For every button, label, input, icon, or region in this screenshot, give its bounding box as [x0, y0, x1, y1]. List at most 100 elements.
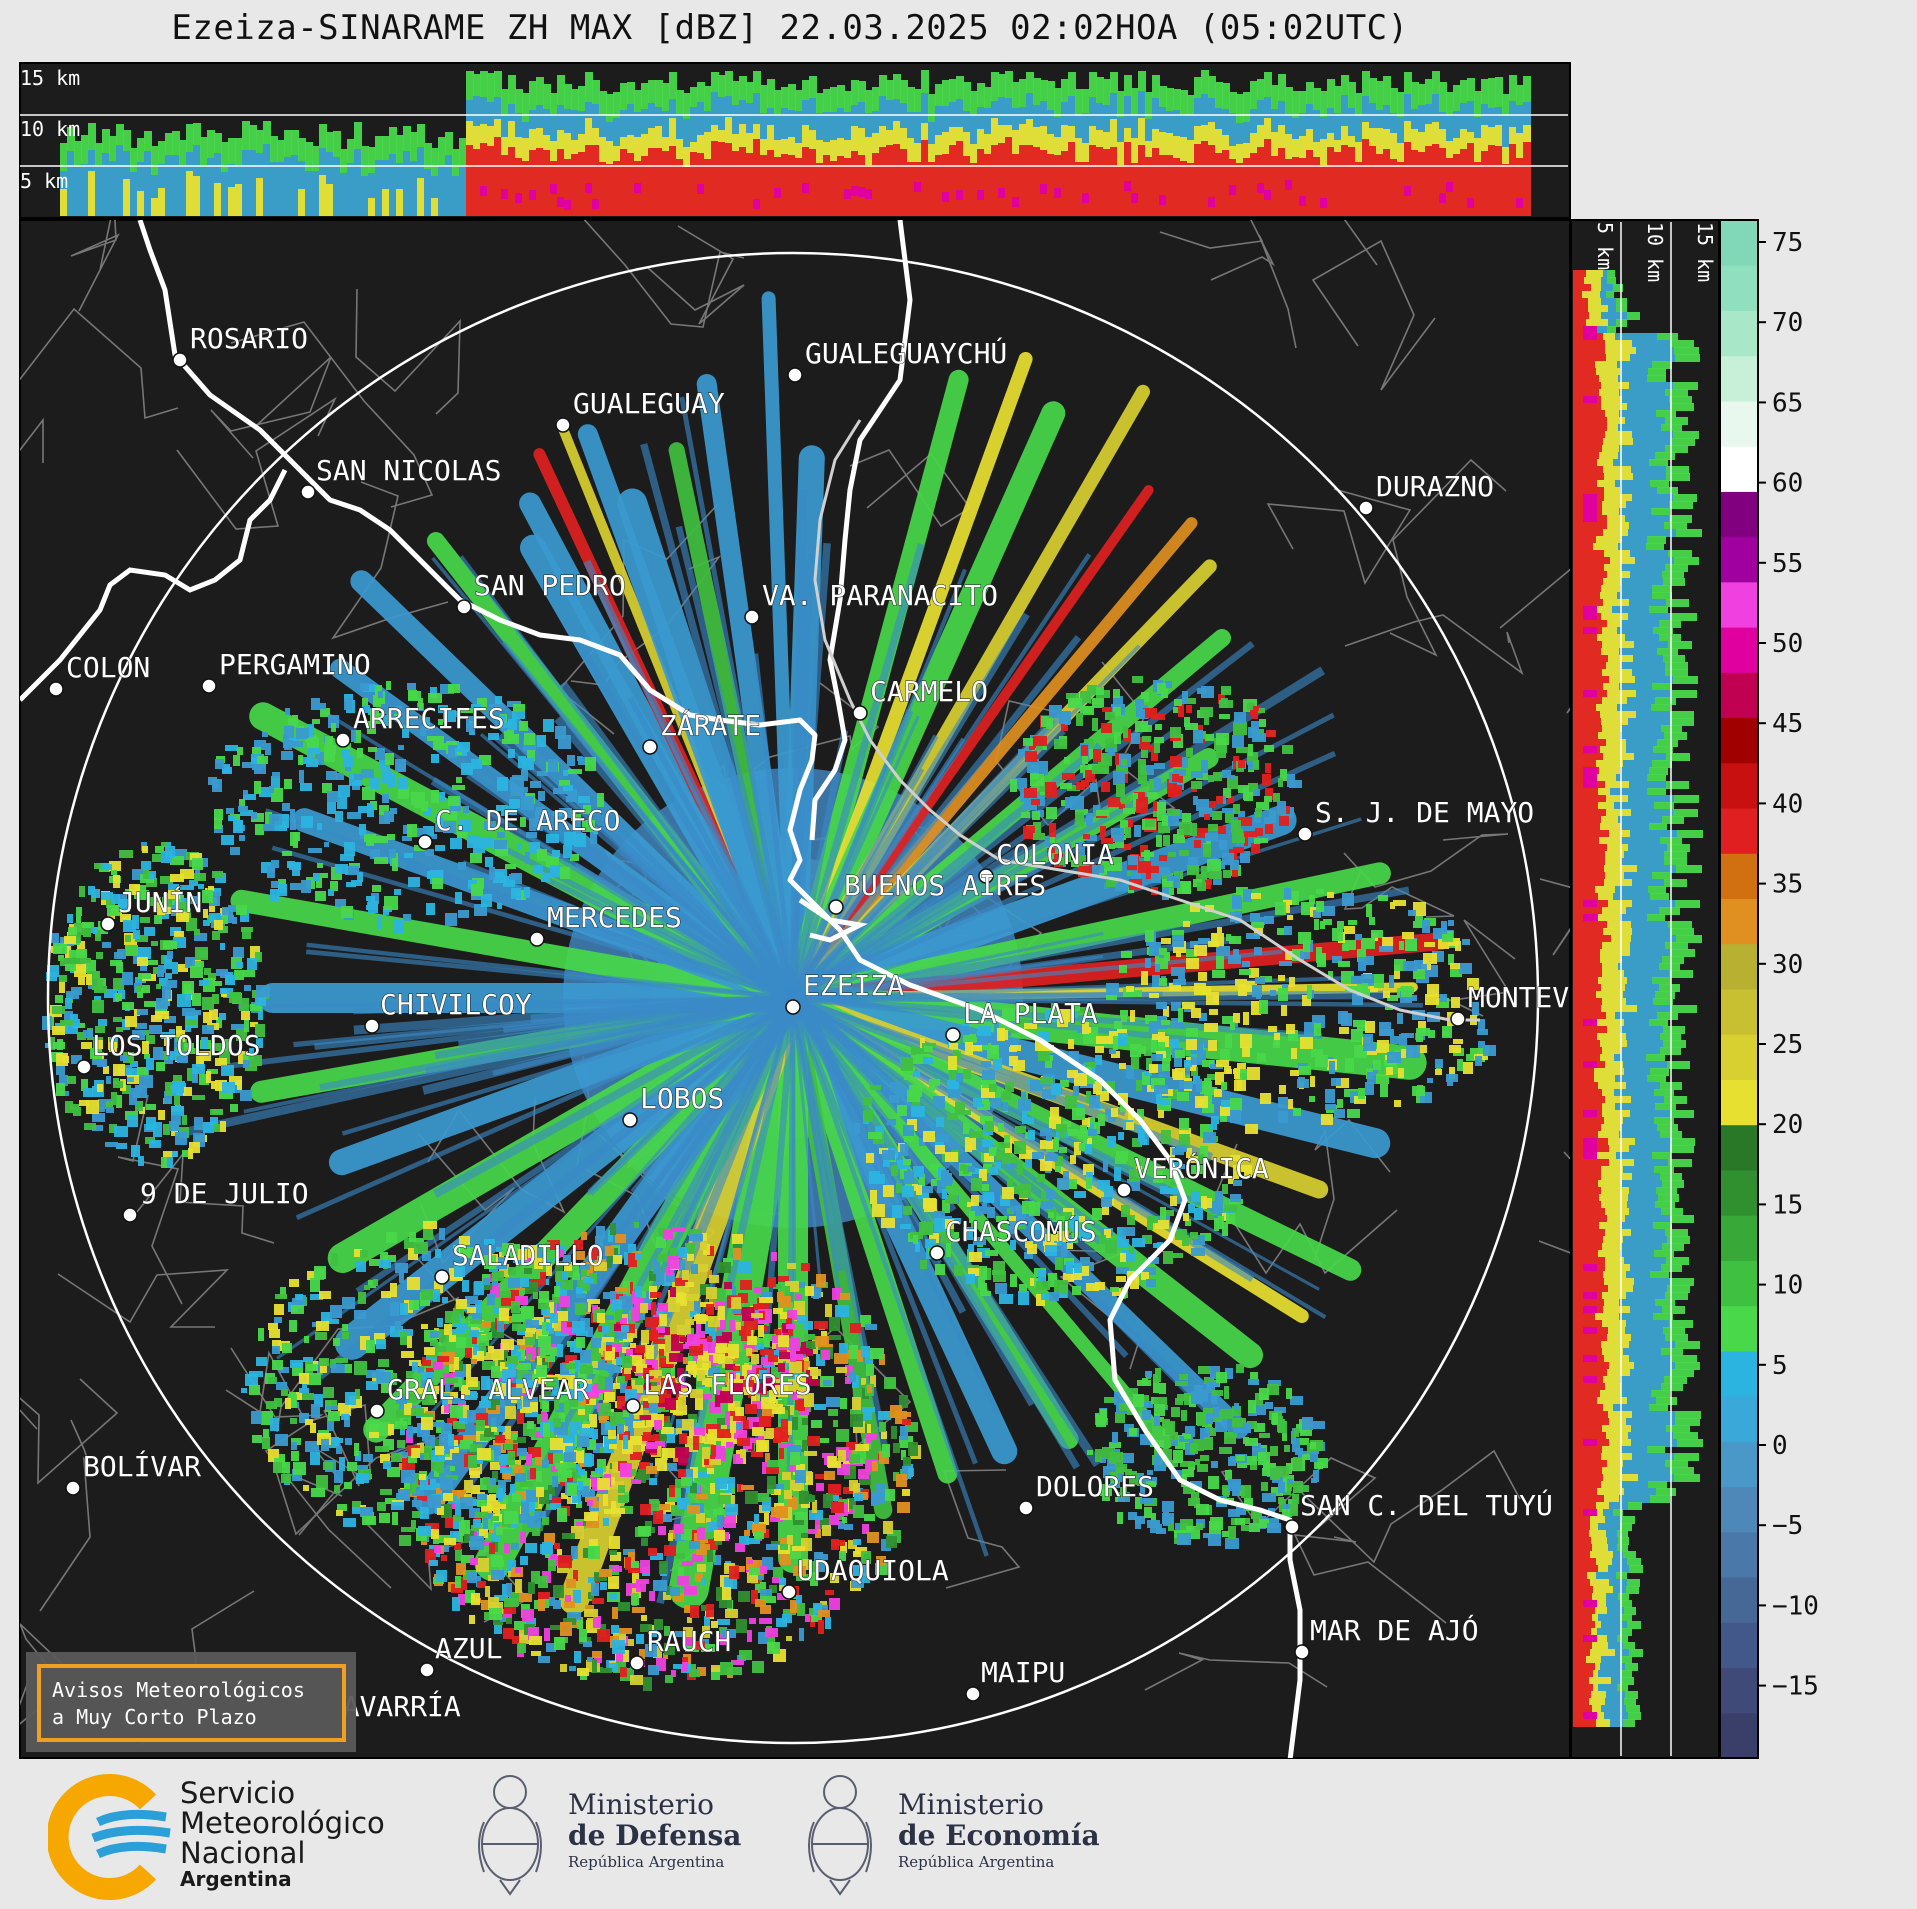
- city-marker: C. DE ARECO: [417, 804, 621, 850]
- city-marker: LA PLATA: [945, 997, 1099, 1043]
- colorbar-segment: [1720, 808, 1758, 854]
- city-dot-icon: [456, 599, 472, 615]
- city-marker: GUALEGUAY: [555, 387, 725, 433]
- city-marker: SAN C. DEL TUYÚ: [1284, 1488, 1553, 1535]
- colorbar-segment: [1720, 1531, 1758, 1578]
- city-dot-icon: [419, 1662, 435, 1678]
- city-label: BOLÍVAR: [83, 1449, 201, 1483]
- city-dot-icon: [642, 739, 658, 755]
- city-marker: COLON: [48, 651, 151, 697]
- colorbar-segment: [1720, 1712, 1758, 1759]
- city-label: LAS FLORES: [643, 1368, 812, 1401]
- city-dot-icon: [929, 1245, 945, 1261]
- city-marker: SAN PEDRO: [456, 569, 626, 615]
- warning-line-1: Avisos Meteorológicos: [52, 1678, 305, 1702]
- city-label: SAN NICOLAS: [316, 454, 501, 487]
- colorbar-tick-label: 65: [1772, 388, 1803, 418]
- city-marker: BUENOS AIRES: [828, 869, 1047, 915]
- top-label-15km: 15 km: [20, 66, 80, 90]
- top-height-panel: 15 km 10 km 5 km: [19, 62, 1571, 219]
- colorbar-segment: [1720, 265, 1758, 311]
- city-label: MERCEDES: [547, 901, 682, 934]
- colorbar-segment: [1720, 853, 1758, 900]
- city-marker: PERGAMINO: [201, 648, 371, 694]
- smn-emblem-icon: [48, 1774, 171, 1900]
- city-label: RAUCH: [647, 1625, 731, 1658]
- city-marker: LAS FLORES: [625, 1368, 812, 1414]
- colorbar-segment: [1720, 1667, 1758, 1714]
- city-dot-icon: [369, 1403, 385, 1419]
- city-dot-icon: [965, 1686, 981, 1702]
- colorbar-tick-label: 40: [1772, 789, 1803, 819]
- buenos-aires-coast: [798, 897, 868, 943]
- city-marker: MERCEDES: [529, 901, 682, 947]
- city-dot-icon: [781, 1584, 797, 1600]
- city-marker: RAUCH: [629, 1625, 732, 1671]
- city-label: AZUL: [435, 1632, 502, 1665]
- colorbar-segment: [1720, 400, 1758, 447]
- colorbar-segment: [1720, 581, 1758, 628]
- city-dot-icon: [529, 931, 545, 947]
- city-label: JUNÍN: [118, 885, 202, 919]
- city-marker: GRAL. ALVEAR: [369, 1373, 590, 1419]
- warning-box[interactable]: Avisos Meteorológicos a Muy Corto Plazo: [26, 1652, 356, 1752]
- city-label: CHIVILCOY: [380, 988, 532, 1021]
- city-dot-icon: [1294, 1644, 1310, 1660]
- city-marker: CHIVILCOY: [364, 988, 532, 1034]
- city-label: LA PLATA: [963, 997, 1098, 1030]
- city-dot-icon: [1284, 1519, 1300, 1535]
- colorbar-tick-label: 0: [1772, 1431, 1788, 1461]
- city-marker: 9 DE JULIO: [122, 1177, 309, 1223]
- city-label: CARMELO: [870, 675, 988, 708]
- city-marker: VERÓNICA: [1116, 1151, 1270, 1198]
- colorbar-segment: [1720, 1215, 1758, 1261]
- city-dot-icon: [1018, 1500, 1034, 1516]
- city-dot-icon: [1297, 826, 1313, 842]
- colorbar-tick-label: 60: [1772, 469, 1803, 499]
- city-label: COLON: [66, 651, 150, 684]
- side-label-15km: 15 km: [1693, 222, 1717, 282]
- colorbar-segment: [1720, 717, 1758, 764]
- economia-line-2: de Economía: [898, 1819, 1100, 1852]
- colorbar-tick-label: 50: [1772, 629, 1803, 659]
- city-marker: EZEIZA: [785, 969, 905, 1015]
- city-label: ARRECIFES: [353, 702, 505, 735]
- smn-line-3: Nacional: [180, 1836, 306, 1870]
- top-label-10km: 10 km: [20, 117, 80, 141]
- colorbar-tick-label: 35: [1772, 870, 1803, 900]
- colorbar-tick-label: −5: [1772, 1511, 1803, 1541]
- city-label: 9 DE JULIO: [140, 1177, 309, 1210]
- city-label: DOLORES: [1036, 1470, 1154, 1503]
- colorbar-tick-label: −10: [1772, 1591, 1819, 1621]
- radar-figure: 15 km 10 km 5 km ROSARIO GUALEGUAYCHÚ GUAL…: [19, 62, 1819, 1759]
- colorbar-segment: [1720, 1577, 1758, 1623]
- city-label: CHASCOMÚS: [945, 1214, 1097, 1248]
- city-dot-icon: [201, 678, 217, 694]
- colorbar-segment: [1720, 355, 1758, 402]
- city-marker: UDAQUIOLA: [781, 1554, 949, 1600]
- city-marker: DOLORES: [1018, 1470, 1155, 1516]
- colorbar-tick-label: −15: [1772, 1672, 1819, 1702]
- city-dot-icon: [629, 1655, 645, 1671]
- smn-line-2: Meteorológico: [180, 1806, 385, 1840]
- coat-of-arms-icon: [478, 1775, 542, 1896]
- colorbar-segment: [1720, 1124, 1758, 1171]
- colorbar-tick-label: 20: [1772, 1110, 1803, 1140]
- city-dot-icon: [555, 417, 571, 433]
- side-label-5km: 5 km: [1593, 222, 1617, 270]
- city-dot-icon: [417, 834, 433, 850]
- colorbar-tick-label: 15: [1772, 1190, 1803, 1220]
- colorbar-tick-label: 10: [1772, 1271, 1803, 1301]
- colorbar-tick-label: 30: [1772, 950, 1803, 980]
- colorbar-segment: [1720, 989, 1758, 1035]
- city-label: ZÁRATE: [660, 708, 761, 742]
- city-dot-icon: [122, 1207, 138, 1223]
- city-marker: BOLÍVAR: [65, 1449, 202, 1496]
- colorbar-segment: [1720, 220, 1758, 266]
- city-marker: MONTEV: [1450, 981, 1570, 1027]
- city-marker: DURAZNO: [1358, 470, 1495, 516]
- top-label-5km: 5 km: [20, 169, 68, 193]
- city-label: EZEIZA: [803, 969, 904, 1002]
- city-marker: CARMELO: [852, 675, 989, 721]
